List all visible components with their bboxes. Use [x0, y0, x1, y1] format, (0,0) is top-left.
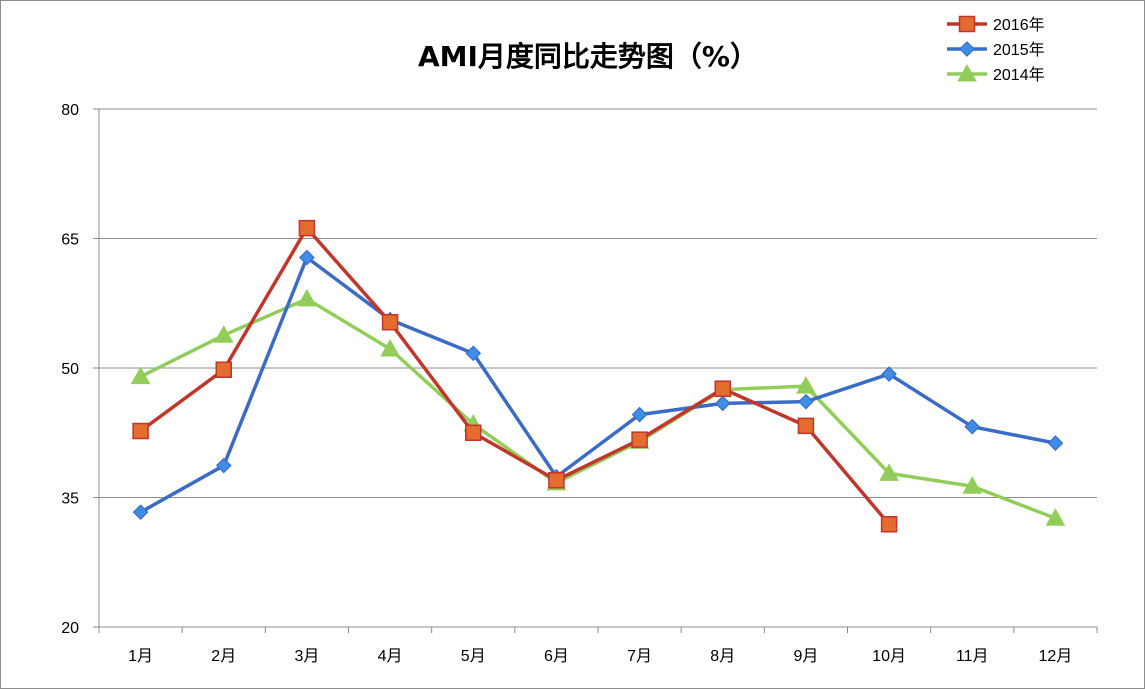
x-tick-label: 3月	[294, 648, 319, 665]
legend-item: 2015年	[947, 41, 1045, 59]
series-2016-point	[797, 417, 815, 435]
y-tick-label: 50	[61, 361, 79, 378]
x-tick-label: 9月	[793, 648, 818, 665]
legend-label: 2016年	[993, 16, 1045, 34]
series-2016	[132, 219, 898, 533]
series-2014-point	[380, 338, 400, 357]
series-2015-point	[132, 504, 149, 521]
series-2015-point	[881, 366, 897, 382]
legend-item: 2016年	[947, 15, 1045, 34]
series-2015-point	[798, 393, 814, 410]
x-axis-ticks: 1月 2月 3月 4月 5月 6月 7月 8月 9月 10月 11月 12月	[98, 627, 1098, 665]
legend: 2016年 2015年 2014年	[947, 15, 1045, 84]
x-tick-label: 12月	[1039, 648, 1073, 665]
series-2014-point	[796, 376, 816, 394]
series-2015-line	[139, 255, 1056, 514]
series-2016-point	[714, 380, 731, 397]
x-tick-label: 2月	[211, 648, 236, 665]
series-2015-point	[964, 418, 981, 435]
x-tick-label: 10月	[872, 648, 906, 665]
series-2016-point	[631, 431, 648, 448]
series-2014-line	[139, 297, 1057, 520]
series-2016-point	[880, 516, 898, 533]
y-tick-label: 65	[61, 232, 79, 249]
x-tick-label: 8月	[710, 648, 735, 665]
series-2016-point	[132, 422, 149, 440]
series-2016-point	[465, 424, 482, 441]
chart-title: AMI月度同比走势图（%）	[418, 40, 758, 73]
legend-item: 2014年	[947, 63, 1045, 84]
series-2016-point	[381, 313, 399, 331]
series-2015-point	[299, 249, 315, 266]
series-2014-point	[213, 325, 234, 343]
legend-swatch-marker	[959, 41, 975, 57]
y-axis-ticks: 20 35 50 65 80	[61, 102, 99, 637]
series-2014-point	[1045, 508, 1066, 526]
series-2014-point	[130, 366, 151, 385]
legend-swatch-marker	[958, 15, 976, 33]
y-tick-label: 20	[61, 620, 79, 637]
x-tick-label: 1月	[128, 648, 153, 665]
legend-label: 2015年	[993, 41, 1045, 59]
gridlines	[99, 108, 1097, 498]
series-2016-point	[298, 219, 316, 237]
series-2015-point	[465, 345, 482, 362]
series-2015-point	[1047, 435, 1064, 451]
legend-label: 2014年	[993, 66, 1045, 84]
series-2015-point	[215, 457, 232, 474]
legend-swatch-marker	[957, 63, 977, 82]
x-tick-label: 7月	[627, 648, 652, 665]
series-2016-point	[215, 361, 232, 378]
series-2014-point	[297, 288, 317, 307]
series-2014-point	[879, 463, 899, 481]
series-2015-point	[631, 406, 648, 423]
x-tick-label: 5月	[461, 648, 486, 665]
y-tick-label: 80	[61, 102, 79, 119]
series-2016-line	[139, 226, 891, 526]
series-group	[130, 219, 1066, 533]
x-tick-label: 4月	[378, 648, 403, 665]
y-tick-label: 35	[61, 491, 79, 508]
series-2014	[130, 288, 1066, 526]
x-tick-label: 11月	[956, 648, 989, 665]
series-2016-point	[548, 471, 565, 489]
series-2014-point	[962, 476, 983, 494]
x-tick-label: 6月	[544, 648, 569, 665]
series-2015-point	[714, 395, 731, 412]
